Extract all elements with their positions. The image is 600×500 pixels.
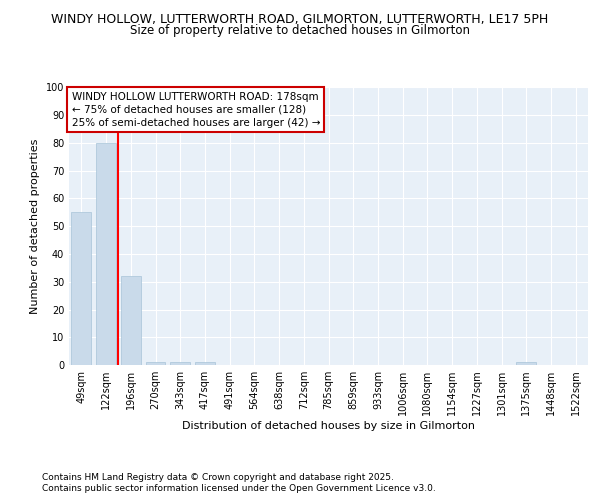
Text: WINDY HOLLOW, LUTTERWORTH ROAD, GILMORTON, LUTTERWORTH, LE17 5PH: WINDY HOLLOW, LUTTERWORTH ROAD, GILMORTO… — [52, 12, 548, 26]
Text: Size of property relative to detached houses in Gilmorton: Size of property relative to detached ho… — [130, 24, 470, 37]
Text: Contains public sector information licensed under the Open Government Licence v3: Contains public sector information licen… — [42, 484, 436, 493]
Text: Contains HM Land Registry data © Crown copyright and database right 2025.: Contains HM Land Registry data © Crown c… — [42, 472, 394, 482]
Y-axis label: Number of detached properties: Number of detached properties — [30, 138, 40, 314]
Bar — [96, 143, 116, 365]
X-axis label: Distribution of detached houses by size in Gilmorton: Distribution of detached houses by size … — [182, 421, 475, 431]
Bar — [146, 362, 166, 365]
Bar — [121, 276, 140, 365]
Bar — [517, 362, 536, 365]
Bar — [170, 362, 190, 365]
Text: WINDY HOLLOW LUTTERWORTH ROAD: 178sqm
← 75% of detached houses are smaller (128): WINDY HOLLOW LUTTERWORTH ROAD: 178sqm ← … — [71, 92, 320, 128]
Bar — [71, 212, 91, 365]
Bar — [195, 362, 215, 365]
